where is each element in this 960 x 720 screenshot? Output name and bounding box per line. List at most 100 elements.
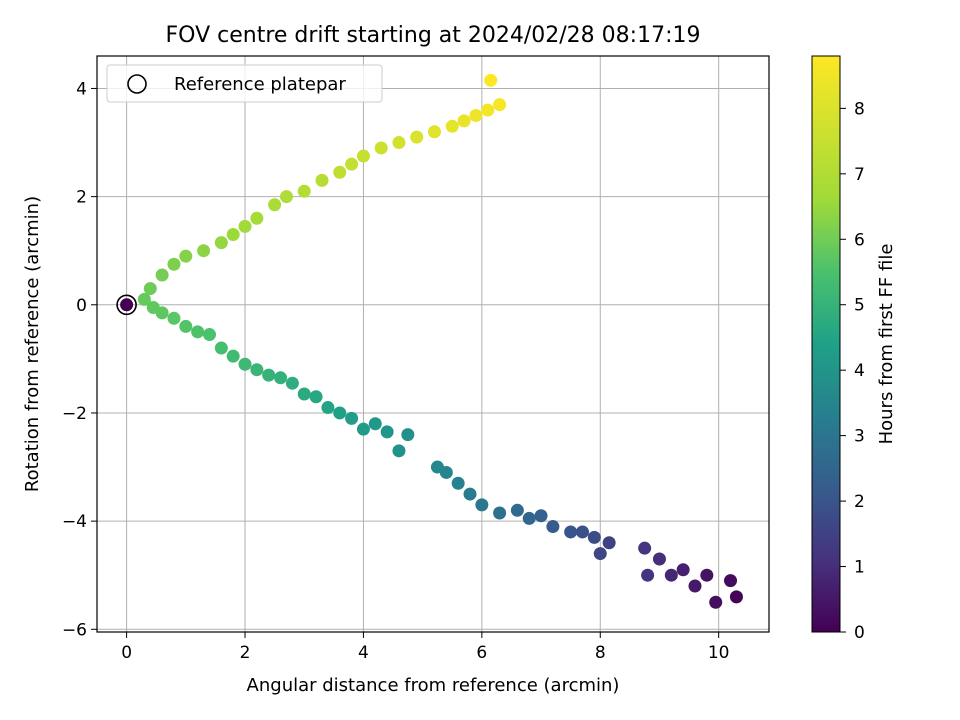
data-point-lower-branch [688, 579, 702, 593]
data-point-lower-branch [238, 357, 252, 371]
data-point-upper-branch [268, 198, 282, 212]
data-point-upper-branch [374, 141, 388, 155]
colorbar-tick-label: 8 [854, 99, 865, 119]
data-point-lower-branch [274, 371, 288, 385]
data-point-lower-branch [729, 590, 743, 604]
data-point-upper-branch [143, 282, 157, 296]
plot-frame [96, 55, 770, 633]
data-point-upper-branch [481, 103, 495, 117]
y-tick-label: −4 [62, 512, 87, 532]
data-point-upper-branch [469, 108, 483, 122]
data-point-lower-branch [475, 498, 489, 512]
data-point-upper-branch [445, 119, 459, 133]
data-point-lower-branch [510, 503, 524, 517]
data-point-upper-branch [226, 227, 240, 241]
data-point-upper-branch [493, 98, 507, 112]
y-tick-label: 0 [76, 296, 87, 316]
data-point-lower-branch [285, 376, 299, 390]
data-point-lower-branch [345, 411, 359, 425]
data-point-lower-branch [724, 574, 738, 588]
y-tick-label: −2 [62, 404, 87, 424]
x-tick-label: 0 [121, 643, 132, 663]
y-tick-label: −6 [62, 620, 87, 640]
data-point-lower-branch [493, 506, 507, 520]
data-point-lower-branch [522, 511, 536, 525]
reference-point-dot [120, 298, 134, 312]
data-point-lower-branch [333, 406, 347, 420]
colorbar-tick-label: 7 [854, 165, 865, 185]
y-axis-ticks: −6 −4 −2 0 2 4 [62, 79, 97, 640]
data-point-lower-branch [321, 401, 335, 415]
data-point-lower-branch [463, 487, 477, 501]
data-point-upper-branch [315, 173, 329, 187]
data-point-upper-branch [214, 236, 228, 250]
y-tick-label: 4 [76, 79, 87, 99]
data-point-lower-branch [451, 476, 465, 490]
x-tick-label: 6 [476, 643, 487, 663]
data-point-upper-branch [333, 165, 347, 179]
chart-title: FOV centre drift starting at 2024/02/28 … [166, 23, 701, 48]
colorbar: 0 1 2 3 4 5 6 7 8 Hours from first FF file [811, 55, 897, 643]
data-point-lower-branch [380, 425, 394, 439]
data-point-lower-branch [676, 563, 690, 577]
colorbar-gradient [811, 55, 841, 633]
colorbar-tick-label: 3 [854, 427, 865, 447]
data-point-upper-branch [167, 257, 181, 271]
y-axis-label: Rotation from reference (arcmin) [22, 196, 43, 492]
data-point-upper-branch [297, 184, 311, 198]
data-point-lower-branch [226, 349, 240, 363]
data-point-lower-branch [214, 341, 228, 355]
colorbar-label: Hours from first FF file [876, 244, 897, 445]
data-point-lower-branch [709, 595, 723, 609]
data-point-upper-branch [155, 268, 169, 282]
scatter-points [116, 73, 743, 609]
data-point-lower-branch [137, 292, 151, 306]
legend: Reference platepar [106, 64, 383, 103]
data-point-lower-branch [146, 300, 160, 314]
data-point-lower-branch [534, 509, 548, 523]
data-point-lower-branch [602, 536, 616, 550]
data-point-lower-branch [392, 444, 406, 458]
colorbar-tick-label: 5 [854, 296, 865, 316]
data-point-lower-branch [356, 422, 370, 436]
x-tick-label: 10 [708, 643, 730, 663]
data-point-upper-branch [279, 190, 293, 204]
data-point-lower-branch [664, 568, 678, 582]
data-point-lower-branch [546, 520, 560, 534]
legend-label-reference: Reference platepar [174, 74, 346, 95]
data-point-lower-branch [638, 541, 652, 555]
x-axis-ticks: 0 2 4 6 8 10 [121, 632, 729, 663]
data-point-upper-branch [179, 249, 193, 263]
data-point-lower-branch [179, 319, 193, 333]
data-point-upper-branch [457, 114, 471, 128]
data-point-upper-branch [345, 157, 359, 171]
data-point-lower-branch [700, 568, 714, 582]
data-point-upper-branch [392, 136, 406, 150]
colorbar-tick-label: 4 [854, 361, 865, 381]
data-point-lower-branch [593, 547, 607, 561]
reference-point-marker [116, 294, 137, 316]
data-point-upper-branch [238, 219, 252, 233]
data-point-lower-branch [641, 568, 655, 582]
data-point-lower-branch [202, 328, 216, 342]
data-point-lower-branch [191, 325, 205, 339]
data-point-lower-branch [262, 368, 276, 382]
x-tick-label: 2 [240, 643, 251, 663]
data-point-lower-branch [368, 417, 382, 431]
legend-box [106, 64, 383, 103]
data-point-upper-branch [356, 149, 370, 163]
data-point-upper-branch [250, 211, 264, 225]
x-tick-label: 8 [595, 643, 606, 663]
colorbar-tick-label: 1 [854, 558, 865, 578]
colorbar-ticks: 0 1 2 3 4 5 6 7 8 [840, 99, 865, 643]
y-tick-label: 2 [76, 188, 87, 208]
data-point-lower-branch [250, 363, 264, 377]
data-point-lower-branch [587, 530, 601, 544]
data-point-lower-branch [575, 525, 589, 539]
colorbar-tick-label: 6 [854, 230, 865, 250]
data-point-upper-branch [410, 130, 424, 144]
data-point-lower-branch [652, 552, 666, 566]
data-point-lower-branch [167, 311, 181, 325]
colorbar-tick-label: 2 [854, 492, 865, 512]
data-point-lower-branch [401, 428, 415, 442]
